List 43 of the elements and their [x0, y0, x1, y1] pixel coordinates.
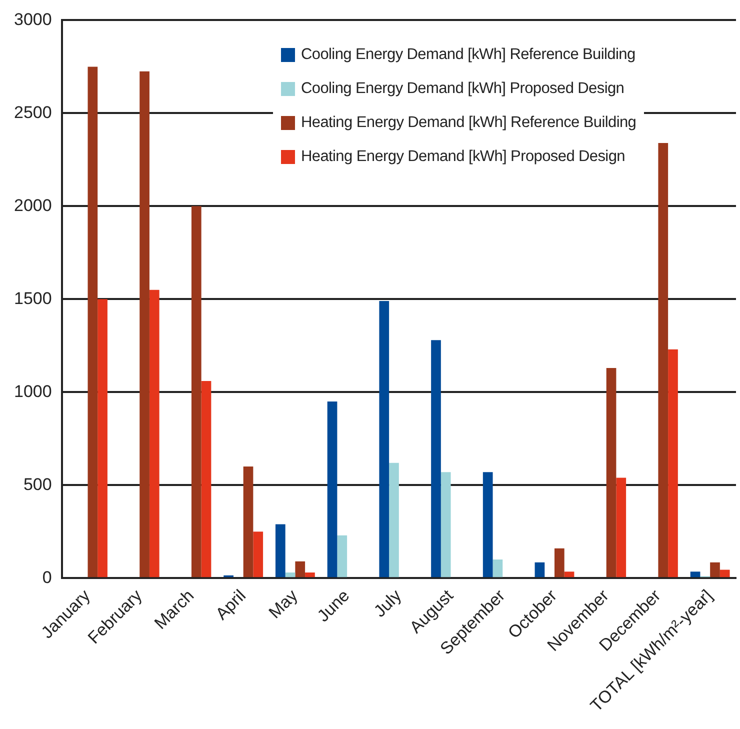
bar [658, 142, 668, 578]
bar [149, 290, 160, 578]
legend-label: Cooling Energy Demand [kWh] Proposed Design [301, 80, 624, 98]
bar [720, 570, 730, 578]
legend-label: Cooling Energy Demand [kWh] Reference Building [301, 46, 636, 64]
y-tick-label: 2500 [14, 102, 52, 122]
y-tick-label: 0 [42, 568, 52, 587]
y-tick-label: 500 [23, 474, 52, 494]
y-tick-label: 1000 [14, 382, 52, 401]
bar [431, 340, 441, 578]
bar [305, 572, 315, 578]
bar [285, 572, 296, 578]
bar [668, 349, 678, 578]
bar [482, 472, 493, 578]
bar [379, 301, 390, 578]
x-tick-label: May [265, 586, 302, 622]
bar [554, 548, 564, 578]
bar [253, 532, 264, 578]
bar [440, 472, 451, 578]
bar [327, 401, 338, 578]
bar [295, 561, 306, 578]
bar [690, 572, 700, 578]
y-tick-label: 2000 [14, 196, 52, 215]
bar [275, 524, 286, 578]
bar [98, 299, 108, 578]
bar [140, 71, 150, 578]
legend-label: Heating Energy Demand [kWh] Reference Building [301, 114, 636, 132]
bar [201, 381, 212, 578]
bar [534, 562, 545, 578]
bar [389, 462, 399, 578]
y-tick-label: 1500 [14, 288, 52, 308]
bar [243, 466, 254, 578]
bar [606, 368, 616, 578]
legend-label: Heating Energy Demand [kWh] Proposed Design [301, 148, 625, 166]
bar [616, 478, 626, 578]
bar [492, 560, 503, 578]
bar [710, 562, 720, 578]
bar [88, 66, 98, 578]
x-tick-label: July [370, 586, 406, 621]
bar [337, 535, 348, 578]
bar [191, 206, 202, 578]
y-tick-label: 3000 [14, 10, 52, 29]
bar [564, 572, 574, 578]
